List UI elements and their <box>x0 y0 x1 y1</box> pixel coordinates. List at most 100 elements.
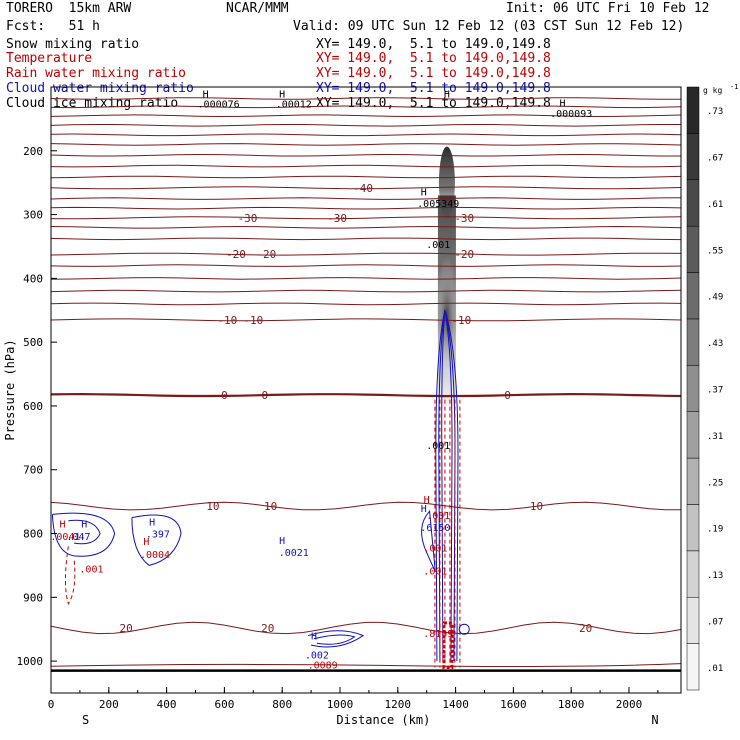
max-annotation: .005349 <box>417 199 459 210</box>
cloud-water-contour <box>421 510 436 573</box>
isotherm-label: -10 <box>243 314 263 327</box>
temperature-contour <box>50 225 682 229</box>
colorbar-segment <box>686 365 700 412</box>
isotherm-label: 10 <box>206 500 219 513</box>
y-tick-label: 300 <box>23 209 43 222</box>
isotherm-label: -30 <box>454 212 474 225</box>
cloud-water-contour <box>68 519 101 545</box>
colorbar-unit: g kg <box>703 86 722 95</box>
south-label: S <box>82 713 89 727</box>
colorbar-segment <box>686 457 700 505</box>
temperature-contour <box>50 124 681 127</box>
isotherm-label: -20 <box>454 248 474 261</box>
init-time: Init: 06 UTC Fri 10 Feb 12 <box>506 1 710 16</box>
max-annotation: .001 <box>426 511 450 522</box>
max-annotation: .0089 <box>308 660 338 671</box>
colorbar-tick-label: .01 <box>707 664 723 674</box>
isotherm-line <box>50 318 682 322</box>
x-tick-label: 600 <box>214 698 234 711</box>
temperature-contour <box>50 289 682 293</box>
y-tick-label: 700 <box>23 464 43 477</box>
max-annotation: H <box>60 519 66 530</box>
colorbar-segment <box>686 179 700 227</box>
max-annotation: .001 <box>79 565 103 576</box>
isotherm-label: 20 <box>120 622 133 635</box>
temperature-contour <box>50 302 682 306</box>
legend-snow-xy: XY= 149.0, 5.1 to 149.0,149.8 <box>316 37 551 52</box>
isotherm-label: -40 <box>353 182 373 195</box>
x-tick-label: 800 <box>272 698 292 711</box>
valid-time: Valid: 09 UTC Sun 12 Feb 12 (03 CST Sun … <box>293 19 685 34</box>
isotherm-label: -20 <box>256 248 276 261</box>
max-annotation: .001 <box>423 567 447 578</box>
max-annotation: H <box>203 89 209 100</box>
max-annotation: .397 <box>146 530 170 541</box>
colorbar-tick-label: .25 <box>707 478 723 488</box>
max-annotation: H <box>143 537 149 548</box>
temperature-contour <box>50 164 682 168</box>
max-annotation: .6150 <box>420 523 450 534</box>
temperature-contour <box>50 277 682 280</box>
max-annotation: .000093 <box>550 109 592 120</box>
colorbar-tick-label: .55 <box>707 246 723 256</box>
colorbar-tick-label: .49 <box>707 293 723 303</box>
colorbar-tick-label: .61 <box>707 200 723 210</box>
rain-contour <box>64 546 76 605</box>
colorbar-segment <box>686 550 700 598</box>
max-annotation: H <box>421 188 427 199</box>
x-tick-label: 2000 <box>616 698 643 711</box>
isotherm-label: 10 <box>264 500 277 513</box>
x-tick-label: 1200 <box>385 698 412 711</box>
x-tick-label: 200 <box>99 698 119 711</box>
x-axis-label: Distance (km) <box>336 713 430 727</box>
y-axis-label: Pressure (hPa) <box>3 339 17 440</box>
max-annotation: .001 <box>423 544 447 555</box>
colorbar-unit-exponent: -1 <box>730 83 738 91</box>
max-annotation: H <box>149 517 155 528</box>
temperature-contour <box>50 153 681 157</box>
isotherm-label: -20 <box>226 248 246 261</box>
temperature-contour <box>50 197 682 200</box>
colorbar-segment <box>686 596 700 644</box>
max-annotation: .002 <box>305 651 329 662</box>
max-annotation: H <box>559 98 565 109</box>
cloud-water-contour <box>435 308 459 662</box>
max-annotation: .000076 <box>198 100 240 111</box>
cloud-water-contour <box>313 634 356 645</box>
max-annotation: .0004 <box>140 550 170 561</box>
plot-frame <box>50 86 682 694</box>
colorbar-segment <box>686 133 700 181</box>
isotherm-label: 10 <box>530 500 543 513</box>
y-tick-label: 900 <box>23 591 43 604</box>
colorbar-segment <box>686 272 700 320</box>
colorbar-tick-label: .07 <box>707 617 723 627</box>
y-tick-label: 500 <box>23 336 43 349</box>
temperature-contour <box>50 264 682 267</box>
isotherm-label: 0 <box>262 389 269 402</box>
x-tick-label: 400 <box>157 698 177 711</box>
colorbar-tick-label: .43 <box>707 339 723 349</box>
colorbar-tick-label: .67 <box>707 154 723 164</box>
colorbar-segment <box>686 225 700 273</box>
max-annotation: .001 <box>426 240 450 251</box>
max-annotation: .00012 <box>276 100 312 111</box>
legend-rain-xy: XY= 149.0, 5.1 to 149.0,149.8 <box>316 66 551 81</box>
max-annotation: H <box>279 536 285 547</box>
y-tick-label: 800 <box>23 528 43 541</box>
isotherm-line <box>50 621 682 635</box>
colorbar-segment <box>686 411 700 459</box>
max-annotation: H <box>424 495 430 506</box>
temperature-contour <box>50 143 682 146</box>
max-annotation: .047 <box>66 532 90 543</box>
y-tick-label: 600 <box>23 400 43 413</box>
x-tick-label: 0 <box>48 698 55 711</box>
isotherm-label: -10 <box>217 314 237 327</box>
org-title: NCAR/MMM <box>226 1 289 16</box>
isotherm-label: 0 <box>504 389 511 402</box>
legend-cloudwater-label: Cloud water mixing ratio <box>6 81 194 96</box>
cloud-water-contour <box>131 514 182 566</box>
max-annotation: H <box>444 89 450 100</box>
x-tick-label: 1000 <box>327 698 354 711</box>
x-tick-label: 1400 <box>442 698 469 711</box>
